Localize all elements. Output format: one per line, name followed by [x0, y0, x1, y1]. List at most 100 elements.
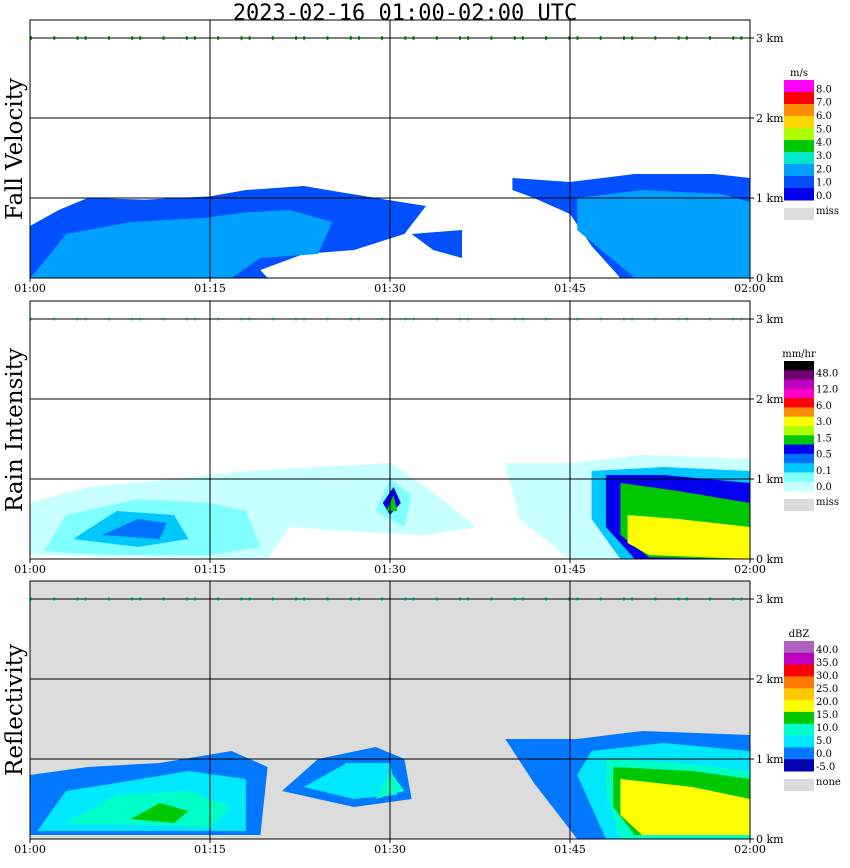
- panel-reflectivity: 01:00 01:15 01:30 01:45 02:000 km 1 km 2 km 3 k…: [2, 580, 841, 856]
- x-tick-label: 01:00: [14, 282, 46, 295]
- legend-label: 6.0: [816, 401, 832, 412]
- legend-swatch: [784, 688, 814, 701]
- x-tick-label: 01:45: [554, 282, 586, 295]
- legend-label: 0.1: [816, 466, 832, 477]
- legend-label: 3.0: [816, 151, 832, 162]
- y-tick-label: 1 km: [756, 753, 784, 766]
- legend-swatch: [784, 453, 814, 464]
- precip-region: [303, 763, 398, 799]
- legend-swatch: [784, 747, 814, 760]
- legend-swatch: [784, 140, 814, 153]
- legend-missing-swatch: [784, 499, 814, 511]
- legend-label: 5.0: [816, 124, 832, 135]
- legend-swatch: [784, 128, 814, 141]
- y-tick-label: 0 km: [756, 553, 784, 566]
- legend-label: 0.0: [816, 482, 832, 493]
- x-tick-label: 01:00: [14, 563, 46, 576]
- precip-region: [130, 803, 189, 823]
- legend-swatch: [784, 176, 814, 189]
- legend-label: 0.0: [816, 749, 832, 760]
- legend-swatch: [784, 361, 814, 371]
- x-tick-label: 01:30: [374, 843, 406, 856]
- legend-label: 8.0: [816, 84, 832, 95]
- legend-swatch: [784, 652, 814, 666]
- legend-label: -5.0: [816, 762, 835, 773]
- precip-region: [386, 495, 398, 511]
- legend-label: 15.0: [816, 710, 838, 721]
- legend-swatch: [784, 444, 814, 455]
- legend-swatch: [784, 116, 814, 129]
- y-tick-label: 2 km: [756, 673, 784, 686]
- legend-missing-label: miss: [816, 206, 839, 217]
- x-tick-label: 01:30: [374, 282, 406, 295]
- legend-swatch: [784, 398, 814, 408]
- legend-swatch: [784, 735, 814, 748]
- legend-label: 2.0: [816, 164, 832, 175]
- x-tick-label: 01:30: [374, 563, 406, 576]
- panel-rain-intensity: 01:00 01:15 01:30 01:45 02:000 km 1 km 2 km 3 k…: [2, 300, 839, 576]
- legend-label: 25.0: [816, 684, 838, 695]
- legend-label: 48.0: [816, 368, 838, 379]
- legend-label: 10.0: [816, 723, 838, 734]
- legend-label: 20.0: [816, 697, 838, 708]
- legend-swatch: [784, 759, 814, 772]
- legend-label: 6.0: [816, 111, 832, 122]
- legend-swatch: [784, 379, 814, 390]
- legend-swatch: [784, 472, 814, 483]
- y-tick-label: 1 km: [756, 192, 784, 205]
- precip-region: [66, 791, 232, 827]
- legend-swatch: [784, 416, 814, 427]
- legend-missing-label: miss: [816, 497, 839, 508]
- legend-label: 3.0: [816, 417, 832, 428]
- y-axis-label: Rain Intensity: [2, 348, 28, 512]
- precip-region: [577, 190, 750, 278]
- precip-region: [620, 779, 750, 835]
- legend-swatch: [784, 388, 814, 399]
- y-tick-label: 2 km: [756, 112, 784, 125]
- precip-region: [411, 230, 462, 258]
- y-tick-label: 3 km: [756, 593, 784, 606]
- x-tick-label: 02:00: [734, 843, 766, 856]
- legend-swatch: [784, 80, 814, 93]
- legend-swatch: [784, 641, 814, 654]
- legend-swatch: [784, 164, 814, 177]
- legend-label: 1.0: [816, 178, 832, 189]
- y-tick-label: 1 km: [756, 473, 784, 486]
- y-axis-label: Fall Velocity: [2, 78, 28, 220]
- legend-unit: mm/hr: [782, 349, 816, 360]
- legend-label: 30.0: [816, 671, 838, 682]
- legend-swatch: [784, 407, 814, 418]
- precip-region: [627, 515, 750, 559]
- legend-unit: m/s: [790, 68, 808, 79]
- x-tick-label: 01:15: [194, 843, 226, 856]
- x-tick-label: 02:00: [734, 563, 766, 576]
- legend-swatch: [784, 188, 814, 201]
- precip-region: [102, 519, 167, 539]
- legend-swatch: [784, 152, 814, 165]
- y-axis-label: Reflectivity: [2, 644, 28, 776]
- y-tick-label: 2 km: [756, 393, 784, 406]
- legend-label: 0.5: [816, 450, 832, 461]
- legend-swatch: [784, 711, 814, 725]
- legend-label: 1.5: [816, 433, 832, 444]
- legend-swatch: [784, 426, 814, 436]
- legend-swatch: [784, 370, 814, 381]
- legend-swatch: [784, 664, 814, 677]
- y-tick-label: 3 km: [756, 313, 784, 326]
- y-tick-label: 0 km: [756, 272, 784, 285]
- legend-swatch: [784, 723, 814, 737]
- legend-swatch: [784, 700, 814, 713]
- legend-label: 40.0: [816, 645, 838, 656]
- legend-missing-swatch: [784, 779, 814, 791]
- legend-label: 12.0: [816, 385, 838, 396]
- legend-swatch: [784, 435, 814, 446]
- legend-missing-label: none: [816, 777, 841, 788]
- legend-label: 4.0: [816, 138, 832, 149]
- legend-missing-swatch: [784, 208, 814, 220]
- legend-unit: dBZ: [789, 629, 810, 640]
- x-tick-label: 01:15: [194, 282, 226, 295]
- legend-label: 5.0: [816, 736, 832, 747]
- legend-swatch: [784, 463, 814, 473]
- x-tick-label: 01:45: [554, 843, 586, 856]
